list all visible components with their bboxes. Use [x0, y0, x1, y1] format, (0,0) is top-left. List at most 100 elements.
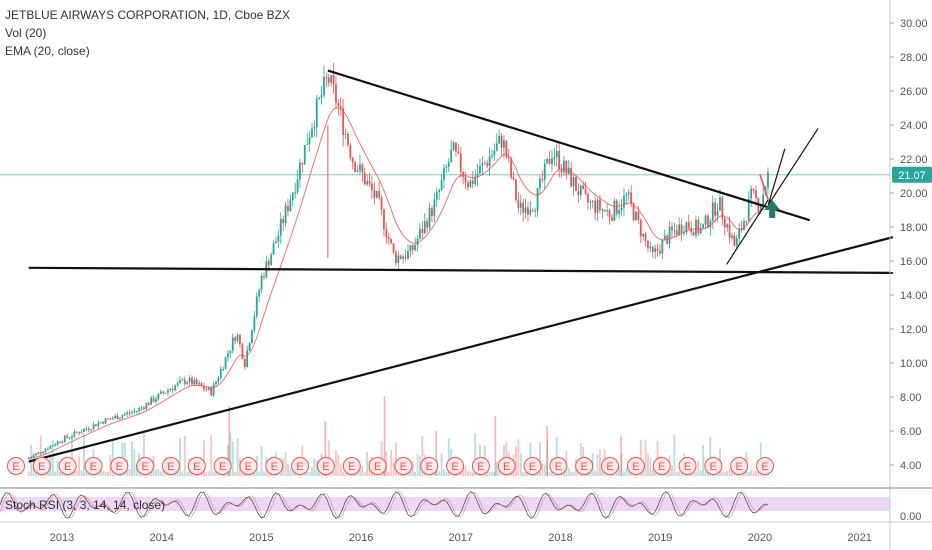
earnings-marker[interactable]: [32, 457, 51, 475]
volume-bar: [409, 471, 412, 476]
candle-body: [383, 209, 385, 230]
candle-body: [92, 424, 95, 430]
earnings-marker-label: E: [141, 461, 148, 473]
volume-bar: [411, 461, 414, 476]
volume-bar: [752, 470, 755, 476]
earnings-marker[interactable]: [652, 457, 671, 475]
earnings-marker[interactable]: [239, 457, 258, 475]
earnings-marker[interactable]: [446, 457, 465, 475]
earnings-marker[interactable]: [497, 457, 516, 475]
candle-body: [627, 192, 630, 195]
volume-bar: [267, 471, 270, 476]
earnings-marker[interactable]: [368, 457, 387, 475]
candle-body: [411, 245, 414, 251]
earnings-marker-label: E: [736, 461, 743, 473]
earnings-marker[interactable]: [704, 457, 723, 475]
ema-label[interactable]: EMA (20, close): [5, 44, 90, 58]
candle-body: [414, 245, 417, 251]
candle-body: [639, 219, 642, 237]
candle-body: [601, 209, 604, 211]
volume-bar: [287, 463, 289, 476]
earnings-marker[interactable]: [756, 457, 774, 475]
candle-body: [128, 412, 131, 414]
earnings-marker[interactable]: [316, 457, 335, 475]
earnings-marker[interactable]: [420, 457, 439, 475]
volume-label[interactable]: Vol (20): [5, 26, 47, 40]
projection-steep-line[interactable]: [767, 148, 786, 206]
earnings-marker[interactable]: [394, 457, 413, 475]
candle-body: [258, 289, 261, 297]
volume-bar: [212, 471, 215, 476]
earnings-marker[interactable]: [575, 457, 594, 475]
earnings-marker[interactable]: [213, 457, 232, 475]
earnings-marker[interactable]: [58, 457, 77, 475]
descending-resistance-line[interactable]: [327, 69, 811, 222]
earnings-marker[interactable]: [678, 457, 697, 475]
earnings-marker[interactable]: [471, 457, 490, 475]
volume-bar: [625, 467, 628, 476]
candle-body: [402, 256, 405, 259]
earnings-marker[interactable]: [187, 457, 206, 475]
long-term-rising-support-line[interactable]: [28, 236, 894, 463]
volume-bar: [747, 471, 750, 476]
candle-body: [503, 140, 505, 148]
horizontal-support-line[interactable]: [28, 266, 893, 274]
volume-bar: [289, 468, 292, 476]
candle-body: [745, 221, 748, 223]
earnings-marker[interactable]: [7, 457, 25, 475]
candle-body: [179, 380, 181, 383]
candle-body: [541, 178, 544, 180]
stoch-rsi-k-line: [0, 491, 769, 519]
volume-bar: [383, 471, 385, 476]
price-tick-label: 18.00: [900, 222, 928, 234]
earnings-marker[interactable]: [523, 457, 542, 475]
candle-body: [145, 403, 148, 410]
earnings-marker[interactable]: [110, 457, 129, 475]
short-rising-support-line[interactable]: [726, 199, 769, 265]
volume-bar: [440, 453, 443, 476]
earnings-marker[interactable]: [342, 457, 361, 475]
volume-bar: [644, 440, 647, 476]
time-tick-label: 2018: [548, 532, 572, 544]
earnings-marker[interactable]: [136, 457, 155, 475]
candle-body: [193, 379, 196, 385]
volume-bar: [308, 471, 311, 476]
price-tick-label: 22.00: [900, 154, 928, 166]
candle-body: [637, 211, 640, 220]
volume-bar: [306, 471, 309, 476]
candle-body: [407, 250, 409, 259]
symbol-title[interactable]: JETBLUE AIRWAYS CORPORATION, 1D, Cboe BZ…: [5, 8, 290, 22]
earnings-marker[interactable]: [626, 457, 645, 475]
earnings-marker[interactable]: [291, 457, 310, 475]
candle-body: [687, 222, 690, 229]
candle-body: [260, 275, 263, 290]
earnings-marker[interactable]: [265, 457, 284, 475]
candle-body: [289, 200, 292, 212]
earnings-marker-label: E: [426, 461, 433, 473]
projection-red-line[interactable]: [759, 174, 769, 201]
candle-body: [714, 202, 717, 216]
candle-body: [325, 76, 328, 78]
stoch-rsi-label[interactable]: Stoch RSI (3, 3, 14, 14, close): [5, 498, 166, 512]
earnings-marker[interactable]: [84, 457, 103, 475]
volume-bar: [155, 469, 157, 476]
candle-body: [49, 445, 52, 449]
earnings-marker[interactable]: [601, 457, 620, 475]
time-tick-label: 2017: [449, 532, 473, 544]
candle-body: [373, 190, 376, 198]
earnings-marker[interactable]: [730, 457, 749, 475]
last-price-badge[interactable]: [892, 166, 932, 183]
projection-channel-line[interactable]: [767, 128, 819, 206]
candle-body: [241, 344, 244, 359]
volume-bar: [697, 461, 700, 476]
earnings-marker[interactable]: [549, 457, 568, 475]
candle-body: [572, 177, 575, 187]
candle-body: [450, 149, 453, 163]
volume-bar: [241, 470, 244, 476]
candle-body: [659, 250, 661, 254]
candle-body: [481, 163, 484, 166]
volume-bar: [59, 471, 61, 476]
earnings-marker[interactable]: [161, 457, 180, 475]
